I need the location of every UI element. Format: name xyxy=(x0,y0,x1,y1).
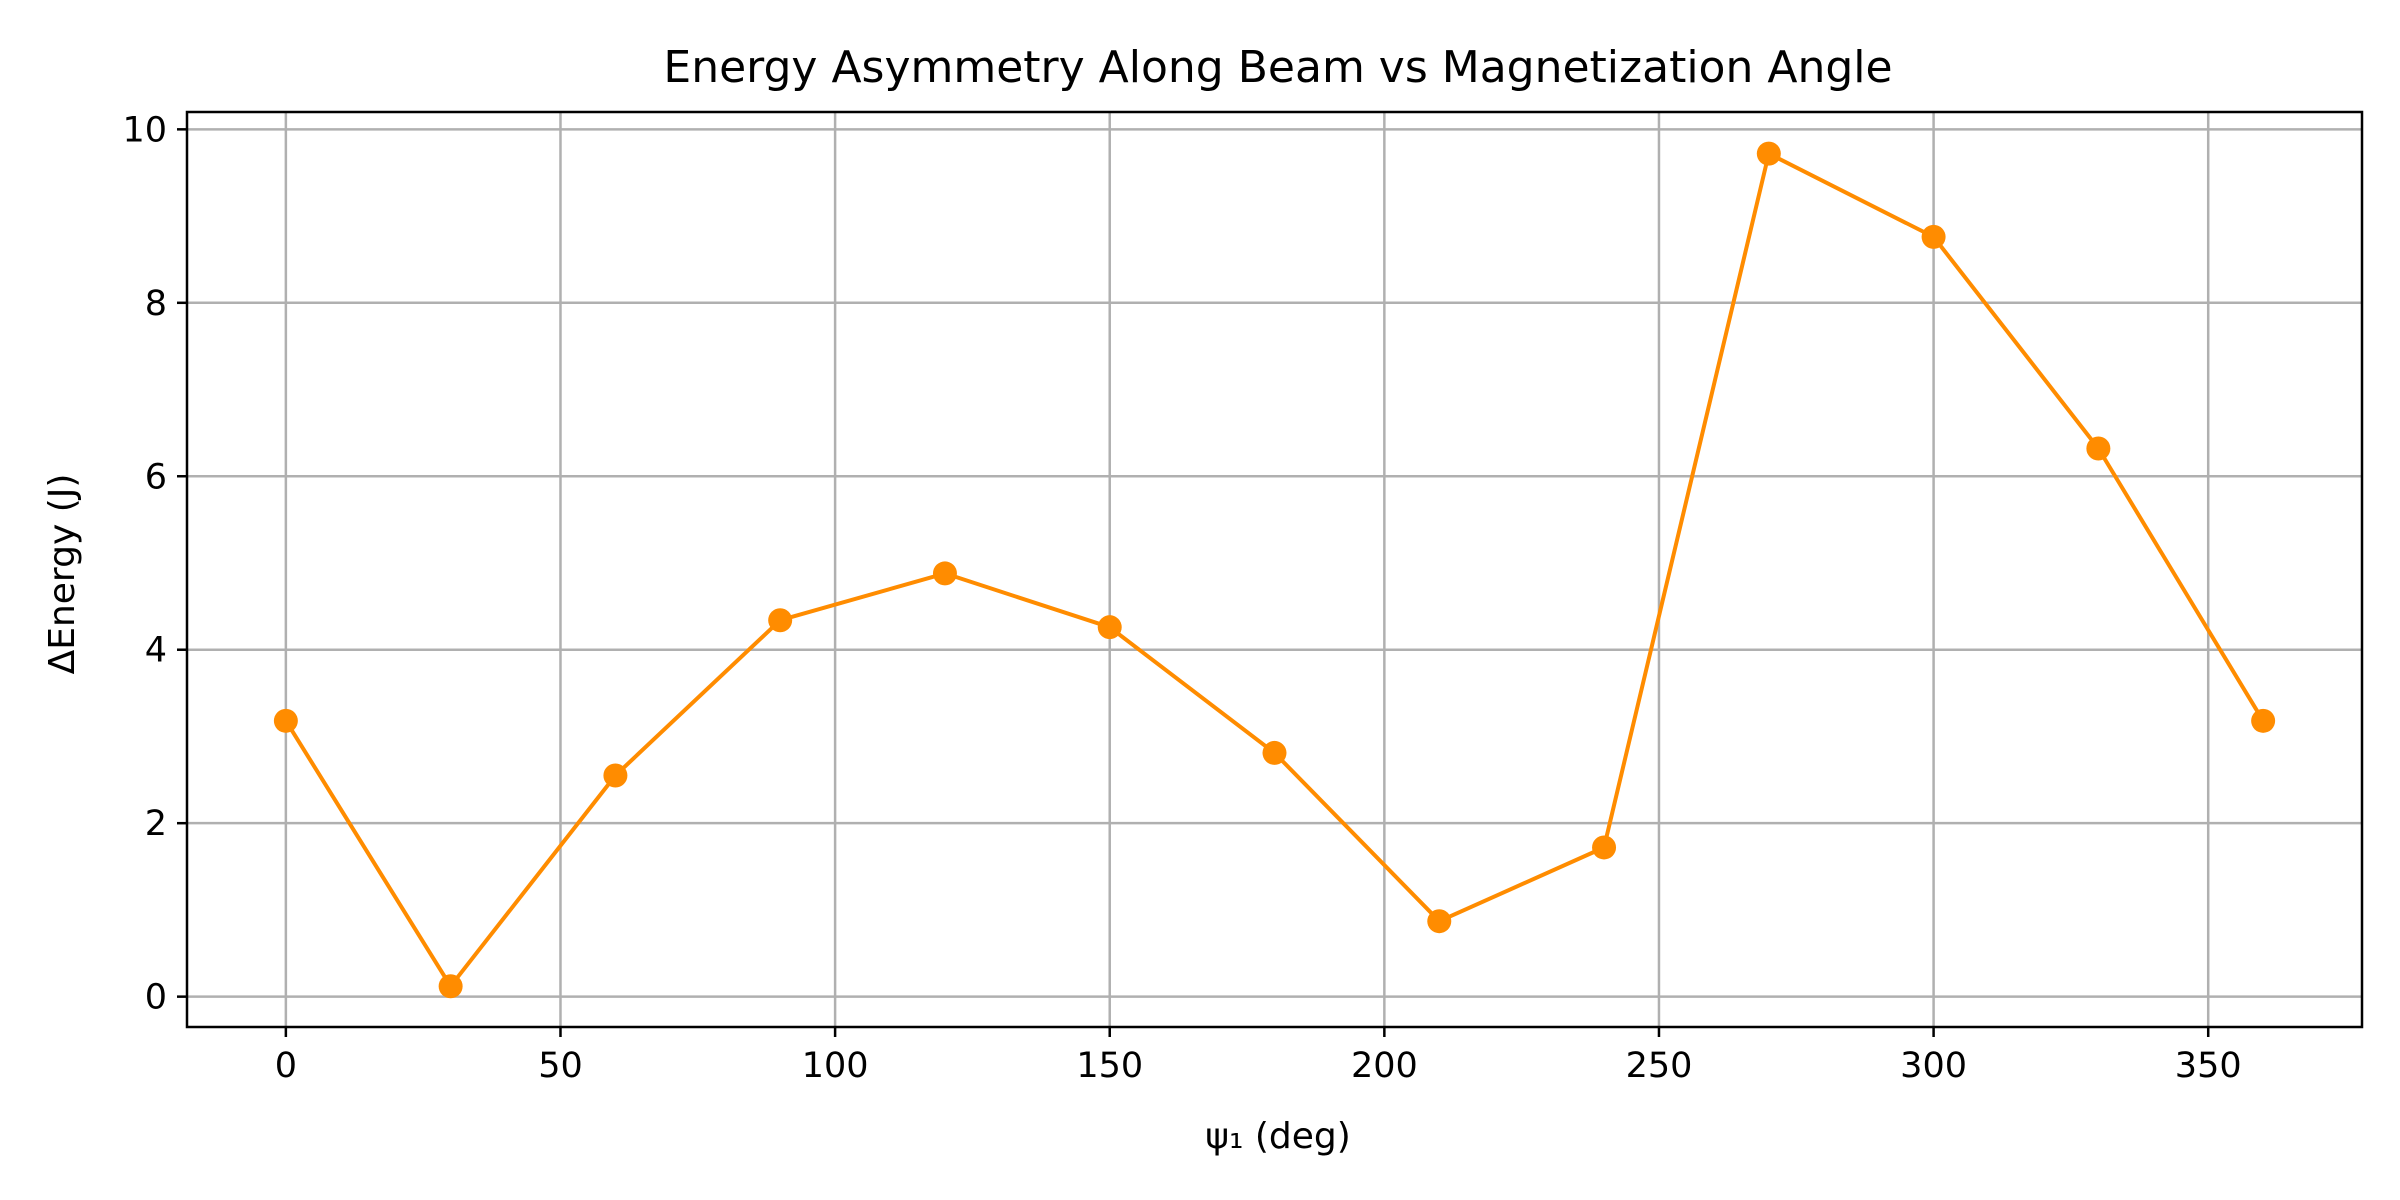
y-tick-label: 6 xyxy=(145,457,167,497)
data-point xyxy=(438,974,463,999)
x-tick-label: 0 xyxy=(275,1046,297,1086)
data-point xyxy=(1262,740,1287,765)
x-axis-label: ψ₁ (deg) xyxy=(1205,1116,1351,1157)
y-tick-label: 10 xyxy=(122,110,167,150)
x-tick-label: 150 xyxy=(1076,1046,1143,1086)
grid xyxy=(187,112,2362,1027)
x-tick-label: 350 xyxy=(2175,1046,2242,1086)
data-point xyxy=(273,708,298,733)
data-point xyxy=(2086,436,2111,461)
y-axis-label: ΔEnergy (J) xyxy=(42,474,83,675)
data-point xyxy=(1097,615,1122,640)
chart-title: Energy Asymmetry Along Beam vs Magnetiza… xyxy=(663,42,1892,93)
x-tick-label: 200 xyxy=(1351,1046,1418,1086)
x-tick-label: 100 xyxy=(802,1046,869,1086)
data-point xyxy=(2251,708,2276,733)
data-point xyxy=(1921,224,1946,249)
data-point xyxy=(1427,909,1452,934)
x-tick-label: 50 xyxy=(538,1046,583,1086)
x-tick-label: 300 xyxy=(1900,1046,1967,1086)
y-tick-label: 4 xyxy=(145,631,167,671)
data-point xyxy=(603,763,628,788)
data-point xyxy=(1592,835,1617,860)
ticks: 0 50 100 150 200 250 300 350 0 2 4 6 8 10 xyxy=(122,110,2241,1086)
data-point xyxy=(932,561,957,586)
y-tick-label: 2 xyxy=(145,804,167,844)
x-tick-label: 250 xyxy=(1626,1046,1693,1086)
data-point xyxy=(1756,141,1781,166)
series-layer xyxy=(273,141,2276,999)
plot-frame xyxy=(185,110,2364,1029)
y-tick-label: 8 xyxy=(145,284,167,324)
y-tick-label: 0 xyxy=(145,978,167,1018)
data-point xyxy=(768,608,793,633)
